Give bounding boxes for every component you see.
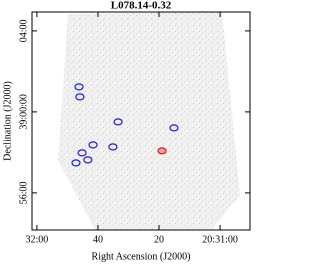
x-tick-label: 32:00 (25, 234, 48, 245)
y-tick-label: 39:00:00 (18, 94, 29, 130)
x-axis-label: Right Ascension (J2000) (92, 251, 191, 262)
source-ellipse (169, 124, 179, 132)
source-ellipse (75, 93, 85, 101)
plot-frame (31, 11, 251, 231)
source-ellipse (108, 143, 118, 151)
source-ellipse (77, 149, 87, 157)
source-ellipse (71, 159, 81, 167)
source-ellipse (74, 83, 84, 91)
source-ellipse (88, 141, 98, 149)
chart-title: L078.14-0.32 (111, 0, 172, 12)
chart: L078.14-0.32 Right Ascension (J2000) Dec… (2, 0, 251, 262)
y-tick-label: 04:00 (18, 20, 29, 43)
x-tick-label: 20:31:00 (202, 234, 238, 245)
image-field (58, 12, 240, 230)
source-ellipse (113, 118, 123, 126)
x-tick-label: 20 (154, 234, 164, 245)
x-tick-label: 40 (93, 234, 103, 245)
y-tick-label: 56:00 (18, 181, 29, 204)
source-ellipse (157, 147, 167, 155)
source-ellipse (83, 156, 93, 164)
y-axis-label: Declination (J2000) (2, 81, 13, 161)
